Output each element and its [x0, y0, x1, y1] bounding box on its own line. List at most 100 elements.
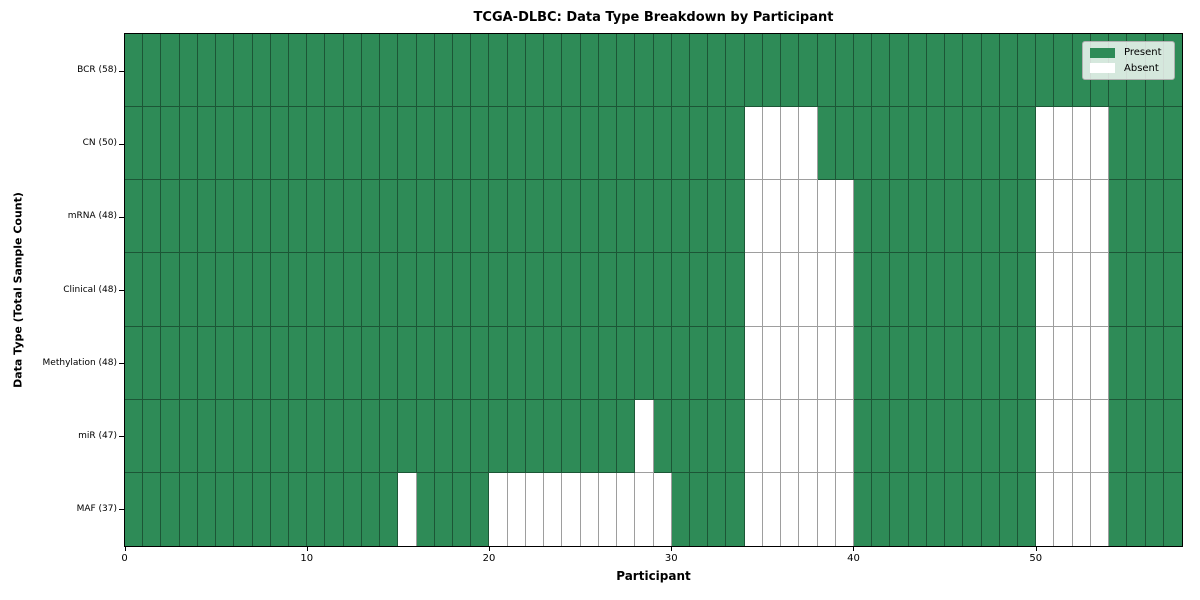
heatmap-cell [307, 34, 326, 108]
heatmap-cell [1145, 326, 1164, 400]
heatmap-cell [945, 472, 964, 546]
heatmap-cell [853, 399, 873, 473]
heatmap-cell [489, 34, 508, 108]
heatmap-cell [325, 107, 344, 181]
heatmap-cell [562, 399, 581, 473]
heatmap-cell [853, 253, 873, 327]
heatmap-cell [726, 253, 745, 327]
heatmap-cell [817, 180, 836, 254]
heatmap-cell [817, 399, 836, 473]
heatmap-cell [963, 399, 982, 473]
x-tick-mark [671, 547, 673, 551]
heatmap-cell [1072, 107, 1091, 181]
heatmap-cell [799, 326, 818, 400]
heatmap-cell [434, 107, 454, 181]
heatmap-cell [762, 472, 782, 546]
heatmap-cell [179, 180, 198, 254]
heatmap-cell [234, 326, 253, 400]
heatmap-cell [671, 399, 690, 473]
heatmap-cell [926, 472, 946, 546]
heatmap-cell [908, 34, 927, 108]
heatmap-cell [1090, 107, 1110, 181]
y-tick-mark [119, 436, 124, 438]
heatmap-cell [434, 34, 454, 108]
heatmap-cell [1017, 399, 1037, 473]
heatmap-cell [708, 180, 727, 254]
heatmap-cell [307, 399, 326, 473]
heatmap-cell [999, 253, 1018, 327]
heatmap-cell [544, 472, 563, 546]
heatmap-cell [380, 34, 399, 108]
heatmap-cell [325, 472, 344, 546]
heatmap-cell [471, 107, 490, 181]
heatmap-cell [507, 107, 526, 181]
heatmap-cell [343, 472, 362, 546]
heatmap-cell [252, 34, 271, 108]
heatmap-cell [380, 107, 399, 181]
heatmap-cell [544, 326, 563, 400]
heatmap-cell [471, 326, 490, 400]
heatmap-cell [744, 326, 763, 400]
heatmap-cell [525, 326, 545, 400]
heatmap-cell [945, 399, 964, 473]
heatmap-cell [981, 399, 1000, 473]
heatmap-cell [890, 107, 909, 181]
heatmap-cell [781, 34, 800, 108]
heatmap-cell [1054, 472, 1073, 546]
heatmap-cell [1090, 180, 1110, 254]
heatmap-cell [270, 326, 290, 400]
heatmap-cell [489, 180, 508, 254]
heatmap-cell [343, 34, 362, 108]
heatmap-cell [781, 399, 800, 473]
heatmap-cell [762, 180, 782, 254]
heatmap-cell [307, 253, 326, 327]
heatmap-cell [197, 107, 217, 181]
heatmap-cell [361, 399, 381, 473]
heatmap-cell [216, 326, 235, 400]
heatmap-cell [197, 399, 217, 473]
heatmap-cell [325, 34, 344, 108]
legend-swatch-present [1090, 47, 1115, 58]
heatmap-cell [179, 253, 198, 327]
heatmap-cell [252, 107, 271, 181]
heatmap-cell [1017, 34, 1037, 108]
heatmap-cell [1090, 326, 1110, 400]
y-tick-mark [119, 509, 124, 511]
heatmap-cell [216, 253, 235, 327]
heatmap-cell [398, 253, 417, 327]
heatmap-cell [653, 326, 672, 400]
x-tick-mark [124, 547, 126, 551]
heatmap-cell [781, 326, 800, 400]
heatmap-cell [525, 34, 545, 108]
heatmap-cell [252, 399, 271, 473]
heatmap-cell [653, 34, 672, 108]
heatmap-cell [525, 253, 545, 327]
heatmap-cell [744, 180, 763, 254]
heatmap-cell [1017, 180, 1037, 254]
heatmap-cell [289, 253, 308, 327]
heatmap-cell [216, 399, 235, 473]
heatmap-cell [325, 180, 344, 254]
heatmap-cell [744, 399, 763, 473]
heatmap-cell [817, 34, 836, 108]
heatmap-cell [872, 34, 891, 108]
heatmap-cell [817, 253, 836, 327]
heatmap-cell [453, 34, 472, 108]
heatmap-cell [453, 107, 472, 181]
heatmap-cell [289, 34, 308, 108]
heatmap-cell [143, 472, 162, 546]
heatmap-cell [617, 107, 636, 181]
heatmap-cell [161, 326, 180, 400]
heatmap-cell [416, 107, 435, 181]
heatmap-cell [598, 253, 618, 327]
heatmap-cell [544, 253, 563, 327]
heatmap-cell [635, 180, 654, 254]
heatmap-cell [598, 107, 618, 181]
heatmap-cell [325, 399, 344, 473]
heatmap-cell [635, 107, 654, 181]
heatmap-cell [762, 399, 782, 473]
heatmap-cell [289, 326, 308, 400]
heatmap-cell [653, 180, 672, 254]
heatmap-cell [1109, 253, 1128, 327]
